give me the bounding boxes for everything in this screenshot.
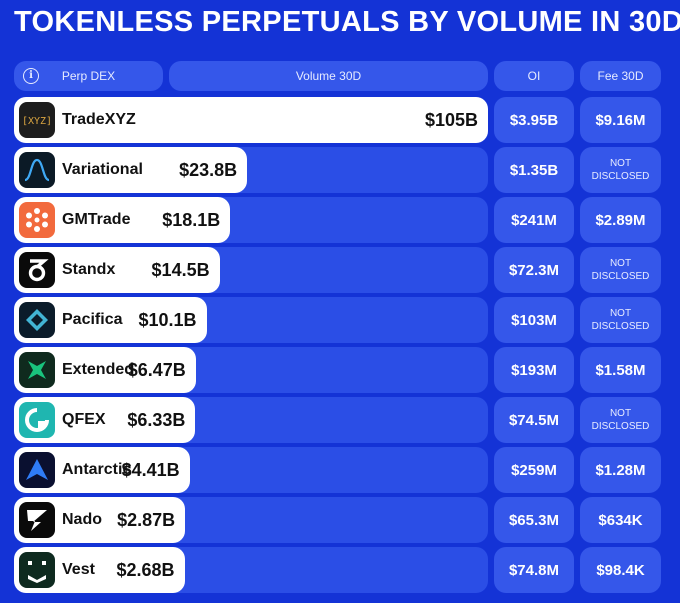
extended-logo-icon	[19, 352, 55, 388]
fee-value: $98.4K	[580, 547, 661, 593]
dex-name: Extended	[62, 361, 135, 378]
fee-value: NOT DISCLOSED	[580, 297, 661, 343]
tradexyz-logo-icon: [XYZ]	[19, 102, 55, 138]
fee-value: $9.16M	[580, 97, 661, 143]
dex-name: GMTrade	[62, 211, 131, 228]
oi-value: $72.3M	[494, 247, 574, 293]
gmtrade-logo-icon	[19, 202, 55, 238]
oi-value: $193M	[494, 347, 574, 393]
table-row[interactable]: Vest $2.68B $74.8M $98.4K	[0, 547, 680, 593]
info-icon[interactable]: i	[23, 68, 39, 84]
svg-text:[XYZ]: [XYZ]	[22, 116, 52, 127]
table-row[interactable]: Extended $6.47B $193M $1.58M	[0, 347, 680, 393]
dex-name: Standx	[62, 261, 116, 278]
dex-name: TradeXYZ	[62, 111, 136, 128]
fee-value: $1.58M	[580, 347, 661, 393]
fee-value: NOT DISCLOSED	[580, 147, 661, 193]
table-row[interactable]: Nado $2.87B $65.3M $634K	[0, 497, 680, 543]
header-volume-label: Volume 30D	[295, 69, 362, 83]
volume-bar	[14, 97, 488, 143]
dex-name: Pacifica	[62, 311, 123, 328]
variational-logo-icon	[19, 152, 55, 188]
dex-name: Antarctic	[62, 461, 132, 478]
oi-value: $65.3M	[494, 497, 574, 543]
table-row[interactable]: Antarctic $4.41B $259M $1.28M	[0, 447, 680, 493]
fee-value: NOT DISCLOSED	[580, 397, 661, 443]
oi-value: $74.5M	[494, 397, 574, 443]
header-volume[interactable]: Volume 30D	[169, 61, 488, 91]
volume-label: $2.68B	[116, 560, 175, 580]
volume-label: $105B	[424, 110, 478, 130]
vest-logo-icon	[19, 552, 55, 588]
table-row[interactable]: [XYZ] TradeXYZ $105B $3.95B $9.16M	[0, 97, 680, 143]
nado-logo-icon	[19, 502, 55, 538]
antarctic-logo-icon	[19, 452, 55, 488]
dex-name: Vest	[62, 561, 95, 578]
pacifica-logo-icon	[19, 302, 55, 338]
volume-label: $23.8B	[179, 160, 238, 180]
dex-name: Nado	[62, 511, 102, 528]
fee-value: $634K	[580, 497, 661, 543]
oi-value: $3.95B	[494, 97, 574, 143]
dex-name: QFEX	[62, 411, 106, 428]
table-row[interactable]: Pacifica $10.1B $103M NOT DISCLOSED	[0, 297, 680, 343]
table-row[interactable]: Standx $14.5B $72.3M NOT DISCLOSED	[0, 247, 680, 293]
oi-value: $74.8M	[494, 547, 574, 593]
volume-label: $4.41B	[121, 460, 180, 480]
oi-value: $241M	[494, 197, 574, 243]
oi-value: $103M	[494, 297, 574, 343]
page-title: TOKENLESS PERPETUALS BY VOLUME IN 30D	[14, 6, 680, 38]
table-row[interactable]: QFEX $6.33B $74.5M NOT DISCLOSED	[0, 397, 680, 443]
header-fee[interactable]: Fee 30D	[580, 61, 661, 91]
volume-label: $2.87B	[117, 510, 176, 530]
header-oi-label: OI	[527, 69, 541, 83]
header-perp-dex[interactable]: i Perp DEX	[14, 61, 163, 91]
qfex-logo-icon	[19, 402, 55, 438]
header-perp-dex-label: Perp DEX	[61, 69, 116, 83]
oi-value: $1.35B	[494, 147, 574, 193]
fee-value: NOT DISCLOSED	[580, 247, 661, 293]
oi-value: $259M	[494, 447, 574, 493]
table-row[interactable]: GMTrade $18.1B $241M $2.89M	[0, 197, 680, 243]
dex-name: Variational	[62, 161, 143, 178]
volume-label: $18.1B	[162, 210, 221, 230]
fee-value: $1.28M	[580, 447, 661, 493]
volume-label: $10.1B	[138, 310, 197, 330]
fee-value: $2.89M	[580, 197, 661, 243]
volume-label: $6.33B	[127, 410, 186, 430]
volume-label: $14.5B	[151, 260, 210, 280]
header-fee-label: Fee 30D	[597, 69, 644, 83]
volume-label: $6.47B	[127, 360, 186, 380]
standx-logo-icon	[19, 252, 55, 288]
header-oi[interactable]: OI	[494, 61, 574, 91]
table-row[interactable]: Variational $23.8B $1.35B NOT DISCLOSED	[0, 147, 680, 193]
